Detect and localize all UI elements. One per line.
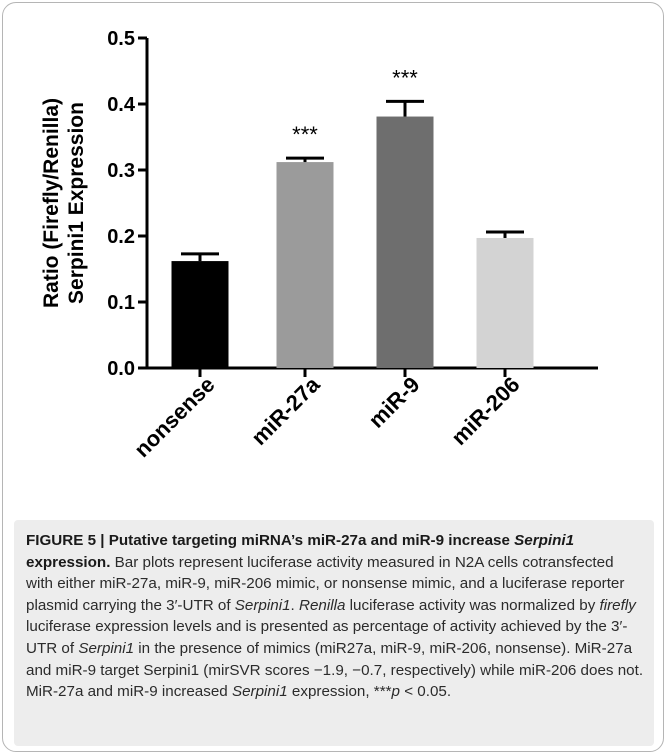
y-axis-title-line1: Ratio (Firefly/Renilla) (40, 98, 63, 308)
bar (376, 116, 434, 368)
x-tick-label: miR-206 (446, 372, 524, 450)
caption-renilla: Renilla (299, 596, 346, 614)
bar (476, 237, 534, 368)
significance-label: *** (392, 65, 418, 90)
caption-sentence-3a: expression, *** (287, 683, 392, 701)
caption-title-rest: expression. (26, 553, 111, 571)
y-tick-label: 0.2 (107, 226, 135, 248)
caption-label: FIGURE 5 | Putative targeting miRNA’s mi… (26, 532, 510, 549)
caption-gene-3: Serpini1 (231, 683, 288, 701)
x-tick-label: nonsense (129, 372, 219, 462)
caption-sentence-2c: in the presence of mimics (miR27a, miR-9… (26, 639, 644, 701)
y-tick-label: 0.3 (107, 160, 135, 182)
chart-area: 0.0 0.1 0.2 0.3 0.4 0.5 Ratio (Firefly/Renilla… (40, 28, 598, 462)
y-tick-label: 0.0 (107, 358, 135, 380)
y-axis-title-line2: Serpini1 Expression (65, 102, 88, 304)
caption-sentence-1-end: . (290, 596, 295, 614)
caption-p: p (391, 683, 400, 701)
bar (276, 162, 334, 368)
y-tick-label: 0.5 (107, 28, 135, 50)
y-tick-label: 0.4 (107, 94, 136, 116)
caption-sentence-1: Bar plots represent luciferase activity … (26, 553, 625, 614)
caption-sentence-3b: < 0.05. (400, 683, 452, 701)
figure-caption: FIGURE 5 | Putative targeting miRNA’s mi… (14, 520, 654, 746)
x-tick-label: miR-9 (364, 372, 425, 433)
caption-title-gene: Serpini1 (514, 532, 575, 549)
bar-chart: 0.0 0.1 0.2 0.3 0.4 0.5 Ratio (Firefly/Renilla… (40, 28, 598, 462)
y-tick-label: 0.1 (107, 292, 135, 314)
caption-gene-1: Serpini1 (234, 596, 291, 614)
caption-firefly: firefly (599, 596, 636, 614)
caption-gene-2: Serpini1 (78, 639, 135, 657)
caption-sentence-2b: luciferase expression levels and is pres… (26, 618, 628, 657)
significance-label: *** (292, 122, 318, 147)
x-tick-label: miR-27a (246, 371, 325, 450)
bar (171, 261, 229, 368)
caption-sentence-2a: luciferase activity was normalized by (345, 596, 600, 614)
